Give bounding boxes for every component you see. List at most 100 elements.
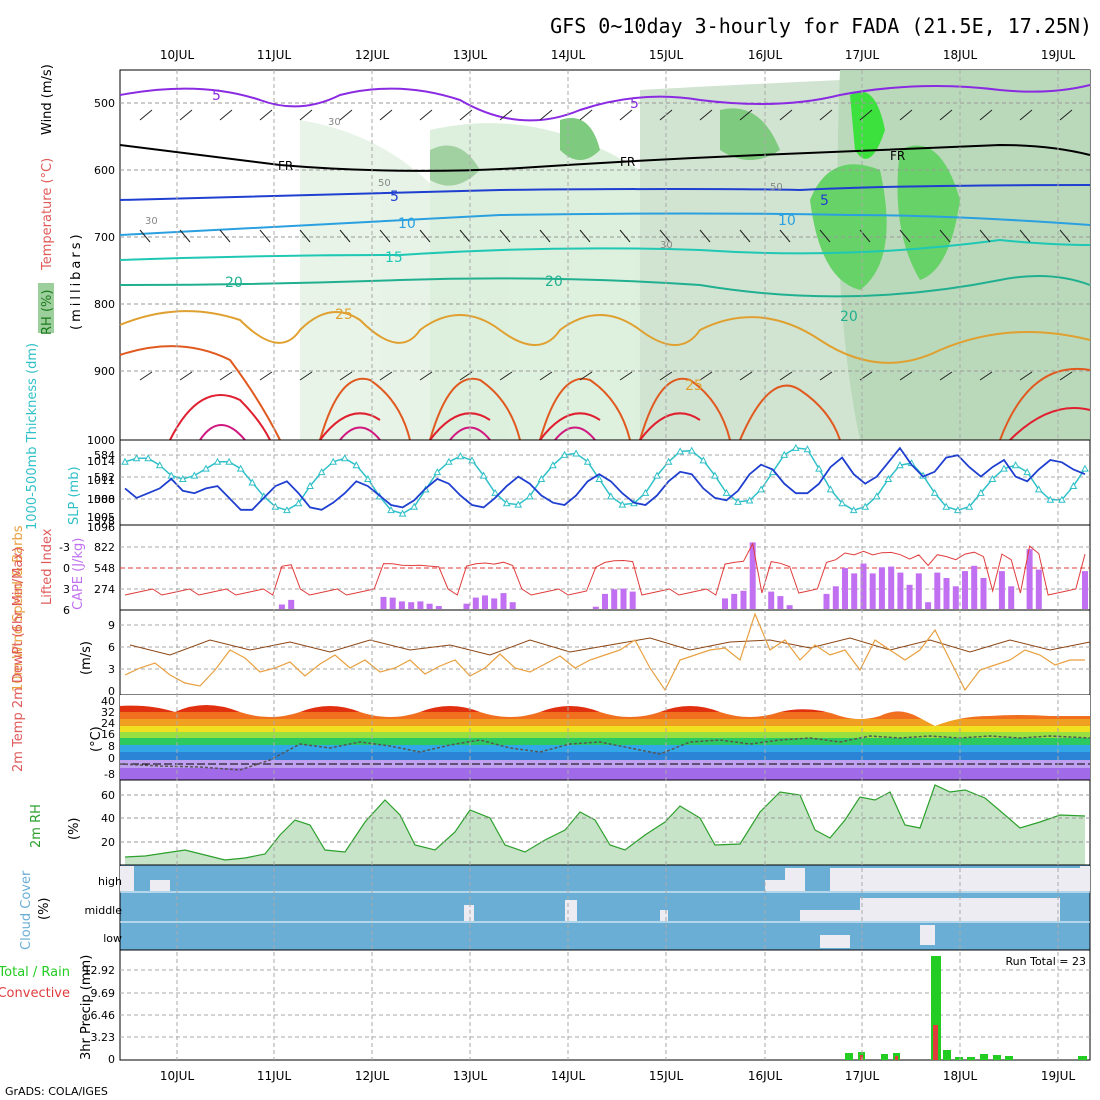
- cape-bar: [842, 568, 848, 609]
- bottom-date-axis: 10JUL 11JUL 12JUL 13JUL 14JUL 15JUL 16JU…: [160, 1069, 1076, 1083]
- y-tick-label: 600: [94, 164, 115, 177]
- slp-marker: [618, 500, 627, 508]
- cape-bar: [943, 578, 950, 609]
- temp-mask: [120, 695, 1090, 726]
- wind10-barbs: [129, 637, 1091, 656]
- y-tick-label: 548: [94, 562, 115, 575]
- slp-marker: [213, 457, 222, 465]
- chart-title: GFS 0~10day 3-hourly for FADA (21.5E, 17…: [550, 14, 1092, 38]
- y-tick-label: -3: [59, 541, 70, 554]
- contour-label: 10: [778, 213, 796, 229]
- cape-bar: [731, 593, 738, 609]
- slp-marker: [1046, 495, 1055, 503]
- slp-y-axis: 584 582 580 578 1014 1011 1008 1005: [87, 449, 115, 528]
- rh2m-line: [124, 784, 1086, 861]
- date-label-bottom: 15JUL: [649, 1069, 684, 1083]
- rh-axis-label: RH (%): [40, 290, 55, 335]
- slp-marker: [849, 506, 858, 514]
- precip-panel: Run Total = 23 12.92 9.69 6.46 3.23 0 To…: [0, 949, 1091, 1066]
- cape-bar: [998, 571, 1005, 609]
- cape-bar: [934, 572, 941, 609]
- cape-bar: [952, 586, 959, 609]
- top-date-axis: 10JUL 11JUL 12JUL 13JUL 14JUL 15JUL 16JU…: [160, 48, 1076, 62]
- contour-label: 20: [545, 274, 563, 290]
- cape-bar: [629, 591, 636, 609]
- slp-marker: [479, 471, 488, 479]
- slp-frame: [119, 439, 1091, 526]
- cape-bar: [1008, 586, 1015, 609]
- slp-marker: [583, 457, 592, 465]
- slp-marker: [1023, 468, 1032, 476]
- slp-marker: [930, 488, 939, 496]
- cloud-level-label: high: [98, 875, 122, 888]
- cape-bar: [878, 567, 885, 609]
- slp-marker: [225, 457, 233, 465]
- cape-bar: [592, 606, 599, 609]
- cape-bar: [915, 573, 922, 609]
- slp-marker: [294, 499, 303, 507]
- date-label-bottom: 13JUL: [453, 1069, 488, 1083]
- y-tick-label: 274: [94, 583, 115, 596]
- contour-label: 50: [378, 178, 391, 189]
- y-tick-label: -8: [104, 768, 115, 781]
- wind10-grid: [120, 624, 1090, 670]
- rh2m-axis-label: 2m RH: [29, 804, 44, 848]
- date-label-top: 18JUL: [943, 48, 978, 62]
- slp-marker: [456, 452, 465, 460]
- cape-bar: [869, 573, 876, 609]
- cloud-axis-label: Cloud Cover: [19, 870, 34, 950]
- wind10-axis-label: 10m Wind Speed & Barbs: [11, 525, 26, 692]
- cape-bar: [786, 605, 793, 609]
- y-tick-label: 0: [108, 1053, 115, 1066]
- slp-marker: [595, 474, 604, 483]
- y-tick-label: 24: [101, 717, 115, 730]
- wind10-panel: 9 6 3 0 10m Wind Speed & Barbs (m/s): [11, 525, 1091, 698]
- contour-label: 20: [840, 309, 858, 325]
- slp-marker: [664, 457, 673, 465]
- thickness-axis-label: 1000-500mb Thickness (dm): [25, 343, 40, 530]
- cape-bar: [851, 573, 858, 609]
- cape-bar: [823, 593, 830, 609]
- slp-marker: [248, 478, 257, 486]
- slp-marker: [653, 471, 661, 479]
- slp-marker: [202, 464, 210, 472]
- slp-marker: [699, 456, 708, 464]
- y-tick-label: 6.46: [91, 1009, 116, 1022]
- date-label-top: 13JUL: [453, 48, 488, 62]
- cape-bar: [509, 602, 516, 609]
- contour-label: FR: [890, 149, 905, 163]
- cape-bar: [971, 565, 978, 609]
- cape-bar: [740, 590, 747, 609]
- profile-y-axis: 500 600 700 800 900 1000: [87, 97, 115, 447]
- y-tick-label: 6: [108, 641, 115, 654]
- date-label-bottom: 18JUL: [943, 1069, 978, 1083]
- slp-marker: [826, 485, 835, 493]
- cape-bar: [417, 601, 424, 609]
- date-label-top: 16JUL: [748, 48, 783, 62]
- cape-bar: [888, 566, 895, 609]
- y-tick-label: 8: [108, 740, 115, 753]
- date-label-top: 14JUL: [551, 48, 586, 62]
- dewpoint-line: [119, 735, 1091, 771]
- cape-bar: [278, 604, 285, 609]
- contour-labels: 5 5 FR FR FR 5 5 10 10 15 20 20 20 25 25…: [145, 88, 905, 394]
- y-tick-label: 60: [101, 789, 115, 802]
- y-tick-label: 1011: [87, 474, 115, 487]
- slp-marker: [896, 461, 904, 469]
- cape-bar: [288, 599, 295, 609]
- y-tick-label: 3: [63, 583, 70, 596]
- cape-bar: [426, 603, 433, 609]
- y-tick-label: 40: [101, 695, 115, 708]
- slp-marker: [155, 461, 164, 469]
- lifted-index-line: [124, 542, 1086, 596]
- wind10-unit-label: (m/s): [79, 641, 94, 675]
- temp2m-panel: 40 32 24 16 8 0 -8 2m Temp 2m DewPt (6hr…: [11, 547, 1091, 781]
- contour-label: 5: [212, 88, 221, 104]
- y-tick-label: 6: [63, 604, 70, 617]
- date-label-top: 15JUL: [649, 48, 684, 62]
- wind10-speed-line: [124, 612, 1085, 692]
- slp-marker: [398, 509, 407, 517]
- slp-marker: [283, 506, 291, 514]
- precip-grid: [120, 969, 1090, 1038]
- rh2m-y-axis: 60 40 20: [101, 789, 115, 849]
